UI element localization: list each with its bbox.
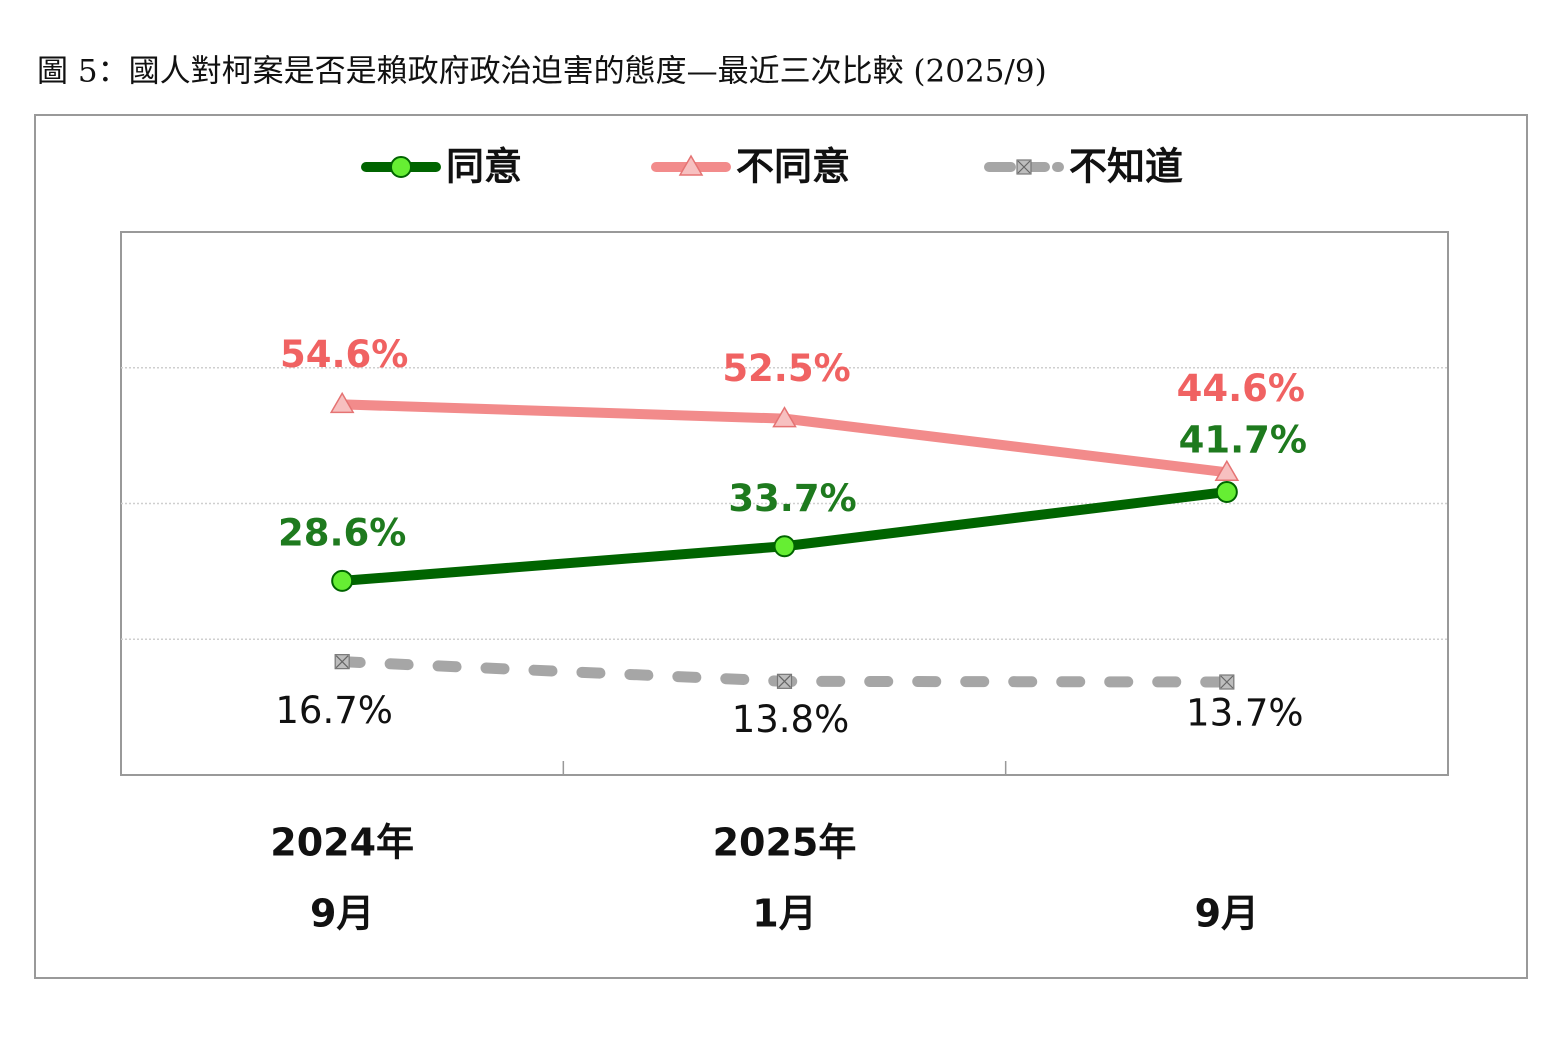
marker-cross: [1220, 675, 1234, 689]
marker: [773, 535, 796, 558]
marker: [776, 673, 793, 689]
legend-item: 不同意: [651, 145, 850, 189]
marker-cross: [778, 674, 791, 688]
marker: [334, 654, 350, 670]
x-tick-group-label: 2024年: [270, 821, 414, 865]
legend-item: 同意: [361, 145, 522, 189]
marker: [329, 391, 355, 414]
x-tick-group-label: 2025年: [713, 821, 857, 865]
legend-label: 不同意: [736, 145, 850, 189]
x-tick-label: 9月: [1195, 892, 1259, 936]
chart-frame: [34, 114, 1528, 979]
legend-item: 不知道: [984, 145, 1183, 189]
marker: [1215, 480, 1238, 503]
marker-cross: [335, 655, 349, 669]
legend-marker: [390, 156, 412, 178]
legend-label: 不知道: [1069, 145, 1183, 189]
x-tick-label: 1月: [752, 892, 816, 936]
legend-marker: [1016, 159, 1032, 175]
marker: [1219, 674, 1235, 690]
value-label: 28.6%: [278, 511, 406, 554]
marker: [772, 406, 797, 428]
legend-marker: [678, 154, 704, 176]
value-label: 54.6%: [280, 333, 408, 376]
value-label: 52.5%: [722, 347, 850, 390]
value-label: 41.7%: [1179, 418, 1307, 461]
marker: [331, 569, 354, 592]
legend-label: 同意: [446, 145, 522, 189]
marker: [1214, 459, 1240, 482]
chart-title: 圖 5：國人對柯案是否是賴政府政治迫害的態度—最近三次比較 (2025/9): [37, 54, 1047, 90]
value-label: 13.7%: [1186, 692, 1304, 735]
value-label: 16.7%: [275, 689, 393, 732]
marker-cross: [1017, 160, 1031, 174]
value-label: 33.7%: [728, 477, 856, 520]
x-tick-label: 9月: [310, 892, 374, 936]
value-label: 44.6%: [1177, 367, 1305, 410]
value-label: 13.8%: [732, 698, 850, 741]
